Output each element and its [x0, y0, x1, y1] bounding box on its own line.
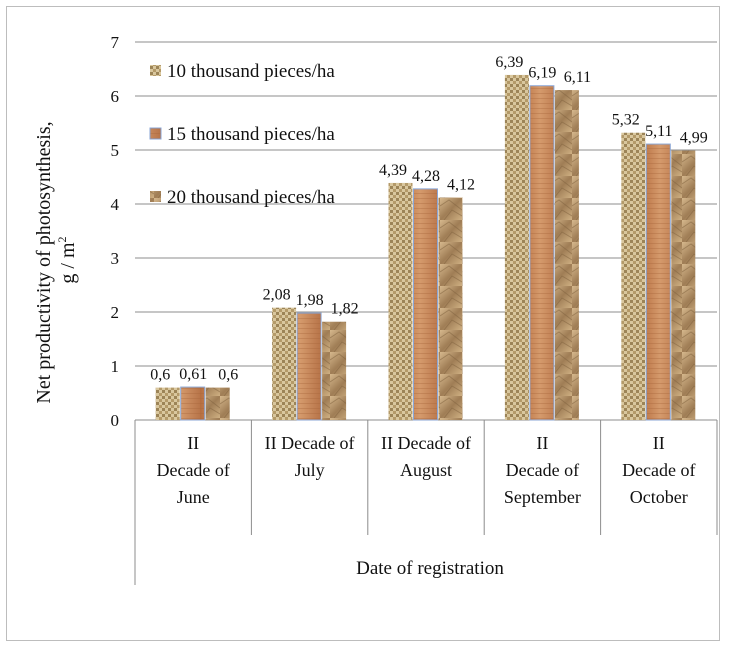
y-tick-label: 0: [111, 411, 120, 430]
y-tick-label: 4: [111, 195, 120, 214]
y-axis-title-sup: 2: [55, 236, 69, 242]
y-axis-title: Net productivity of photosynthesis, g / …: [33, 116, 79, 403]
data-label: 5,11: [645, 123, 672, 140]
bar: [554, 90, 579, 420]
y-axis-title-line2: g / m: [57, 242, 79, 284]
legend-swatch: [149, 127, 162, 140]
bar: [438, 197, 463, 420]
bar: [205, 387, 230, 420]
x-tick-label: II Decade of September: [504, 433, 581, 507]
data-label: 6,39: [495, 54, 523, 71]
data-label: 0,6: [218, 367, 238, 384]
chart-frame: [6, 6, 720, 641]
data-label: 1,82: [331, 301, 359, 318]
data-label: 4,12: [447, 177, 475, 194]
bar: [645, 143, 671, 421]
data-label: 0,61: [179, 366, 207, 383]
legend-label: 10 thousand pieces/ha: [167, 61, 335, 82]
y-tick-label: 2: [111, 303, 120, 322]
data-label: 0,6: [150, 367, 170, 384]
bar: [671, 150, 696, 421]
y-tick-label: 5: [111, 141, 120, 160]
legend-swatch: [150, 65, 161, 76]
y-tick-label: 7: [111, 33, 120, 52]
bar: [155, 387, 180, 420]
x-tick-label: II Decade of August: [381, 433, 471, 480]
bar: [296, 312, 322, 421]
legend-label: 20 thousand pieces/ha: [167, 187, 335, 208]
bar: [529, 85, 555, 421]
y-axis-title-line1: Net productivity of photosynthesis,: [33, 121, 55, 403]
data-label: 2,08: [263, 287, 291, 304]
data-label: 1,98: [296, 292, 324, 309]
x-axis-title: Date of registration: [356, 558, 504, 579]
legend-label: 15 thousand pieces/ha: [167, 124, 335, 145]
bar: [272, 307, 297, 420]
legend-swatch: [150, 191, 161, 202]
data-label: 5,32: [612, 112, 640, 129]
y-tick-label: 3: [111, 249, 120, 268]
x-tick-label: II Decade of July: [265, 433, 355, 480]
y-tick-label: 6: [111, 87, 120, 106]
bar: [180, 386, 206, 421]
bar: [504, 74, 529, 420]
y-tick-label: 1: [111, 357, 120, 376]
data-label: 6,19: [528, 65, 556, 82]
data-label: 4,28: [412, 168, 440, 185]
data-label: 4,99: [680, 130, 708, 147]
bar: [413, 188, 438, 421]
data-label: 6,11: [564, 69, 591, 86]
x-tick-label: II Decade of October: [622, 433, 695, 507]
bar: [621, 132, 646, 420]
bar: [388, 182, 413, 420]
x-tick-label: II Decade of June: [156, 433, 229, 507]
data-label: 4,39: [379, 162, 407, 179]
bar: [322, 321, 347, 420]
